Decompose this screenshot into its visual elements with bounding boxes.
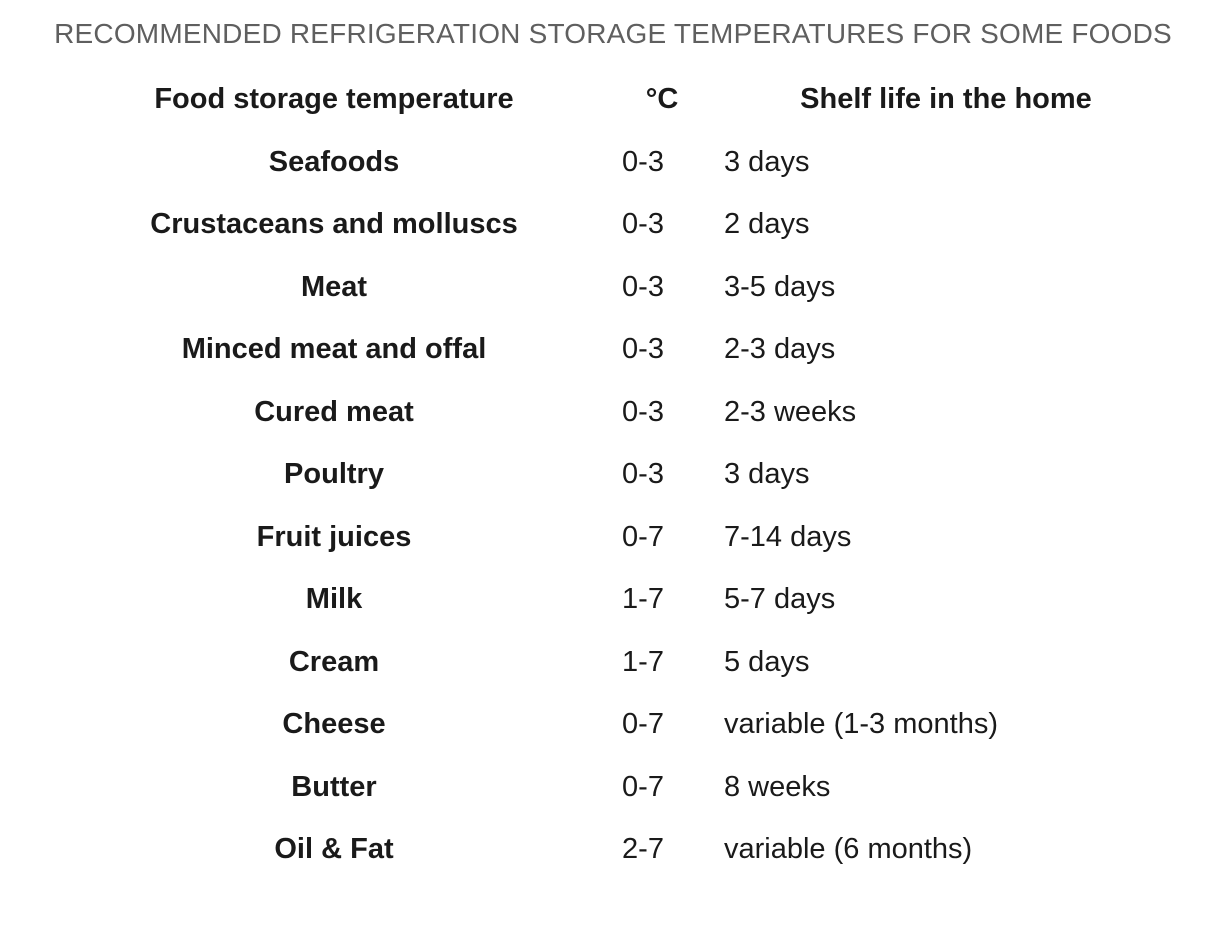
shelf-life-cell: 2-3 days [724,333,836,365]
table-row: Cured meat 0-3 2-3 weeks [0,381,1226,444]
temperature-cell: 1-7 [622,645,664,678]
shelf-life-cell: variable (6 months) [724,833,973,865]
food-cell: Oil & Fat [274,833,394,865]
food-cell: Butter [291,770,377,803]
header-shelf-life: Shelf life in the home [800,83,1092,115]
table-row: Cream 1-7 5 days [0,631,1226,694]
shelf-life-cell: 2-3 weeks [724,395,857,428]
table-row: Minced meat and offal 0-3 2-3 days [0,318,1226,381]
table-row: Crustaceans and molluscs 0-3 2 days [0,193,1226,256]
shelf-life-cell: 5 days [724,645,810,678]
shelf-life-cell: 5-7 days [724,583,836,615]
temperature-cell: 0-3 [622,395,664,428]
temperature-cell: 1-7 [622,583,664,615]
table-row: Butter 0-7 8 weeks [0,756,1226,819]
food-cell: Meat [300,270,368,303]
shelf-life-cell: 3 days [724,458,810,490]
food-cell: Cured meat [254,395,414,428]
temperature-cell: 0-7 [622,520,664,553]
food-cell: Cheese [282,708,386,740]
table-row: Meat 0-3 3-5 days [0,256,1226,319]
temperature-cell: 0-3 [622,145,664,178]
food-cell: Poultry [284,458,384,490]
shelf-life-cell: 2 days [724,208,810,240]
table-row: Milk 1-7 5-7 days [0,568,1226,631]
temperature-cell: 0-3 [622,270,664,303]
table-row: Fruit juices 0-7 7-14 days [0,506,1226,569]
table-caption: RECOMMENDED REFRIGERATION STORAGE TEMPER… [54,18,1172,49]
food-cell: Milk [305,583,363,615]
shelf-life-cell: 7-14 days [724,520,852,553]
shelf-life-cell: 3 days [724,145,810,178]
table-row: Cheese 0-7 variable (1-3 months) [0,693,1226,756]
temperature-cell: 0-7 [622,770,664,803]
table-row: Seafoods 0-3 3 days [0,131,1226,194]
header-food: Food storage temperature [154,83,514,115]
temperature-cell: 0-3 [622,333,664,365]
shelf-life-cell: variable (1-3 months) [724,708,998,740]
food-cell: Seafoods [268,145,400,178]
table-row: Poultry 0-3 3 days [0,443,1226,506]
food-cell: Crustaceans and molluscs [150,208,518,240]
temperature-cell: 0-3 [622,458,664,490]
food-cell: Cream [288,645,380,678]
temperature-cell: 0-7 [622,708,664,740]
shelf-life-cell: 8 weeks [724,770,831,803]
header-temperature: °C [645,83,679,115]
food-cell: Minced meat and offal [181,333,487,365]
storage-temperature-table: Food storage temperature °C Shelf life i… [0,68,1226,881]
temperature-cell: 2-7 [622,833,664,865]
food-cell: Fruit juices [256,520,412,553]
table-row: Oil & Fat 2-7 variable (6 months) [0,818,1226,881]
table-header-row: Food storage temperature °C Shelf life i… [0,68,1226,131]
temperature-cell: 0-3 [622,208,664,240]
shelf-life-cell: 3-5 days [724,270,836,303]
